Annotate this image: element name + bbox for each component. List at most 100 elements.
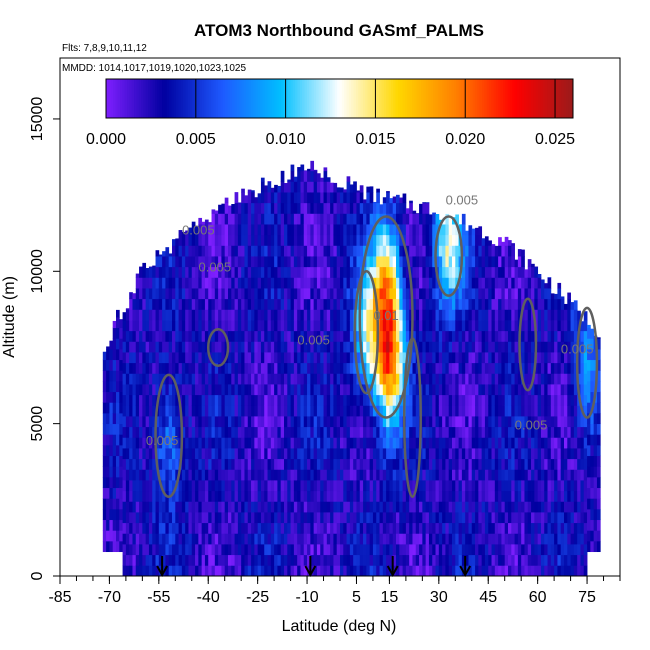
heatmap-cell [313, 330, 318, 342]
heatmap-cell [511, 501, 515, 513]
heatmap-cell [471, 554, 476, 566]
heatmap-cell [214, 213, 219, 225]
heatmap-cell [257, 352, 262, 364]
heatmap-cell [142, 480, 147, 492]
heatmap-cell [152, 341, 156, 353]
heatmap-cell [465, 458, 469, 470]
heatmap-cell [369, 522, 374, 534]
heatmap-cell [386, 405, 390, 417]
heatmap-cell [254, 501, 259, 513]
heatmap-cell [521, 426, 525, 438]
heatmap-cell [218, 565, 222, 577]
heatmap-cell [438, 437, 443, 449]
heatmap-cell [353, 394, 357, 406]
heatmap-cell [402, 490, 407, 502]
heatmap-cell [125, 533, 130, 545]
heatmap-cell [471, 309, 476, 321]
heatmap-cell [570, 362, 575, 374]
heatmap-cell [185, 416, 189, 428]
heatmap-cell [251, 298, 255, 310]
heatmap-cell [435, 309, 440, 321]
heatmap-cell [534, 266, 539, 278]
heatmap-cell [349, 405, 354, 417]
heatmap-cell [438, 533, 443, 545]
heatmap-cell [125, 554, 130, 566]
heatmap-cell [508, 266, 512, 278]
heatmap-cell [323, 448, 328, 460]
heatmap-cell [201, 384, 206, 396]
heatmap-cell [247, 384, 252, 396]
heatmap-cell [353, 448, 357, 460]
heatmap-cell [415, 213, 420, 225]
heatmap-cell [162, 405, 166, 417]
heatmap-cell [237, 458, 242, 470]
heatmap-cell [468, 309, 473, 321]
heatmap-cell [577, 554, 581, 566]
heatmap-cell [386, 469, 390, 481]
heatmap-cell [119, 402, 123, 414]
heatmap-cell [244, 288, 249, 300]
heatmap-cell [165, 341, 170, 353]
heatmap-cell [297, 501, 301, 513]
heatmap-cell [195, 330, 199, 342]
heatmap-cell [326, 416, 331, 428]
heatmap-cell [425, 490, 430, 502]
heatmap-cell [191, 234, 196, 246]
heatmap-cell [382, 320, 387, 332]
heatmap-cell [277, 394, 282, 406]
heatmap-cell [313, 480, 318, 492]
heatmap-cell [422, 384, 427, 396]
heatmap-cell [386, 320, 390, 332]
heatmap-cell [405, 309, 410, 321]
heatmap-cell [465, 298, 469, 310]
heatmap-cell [587, 338, 591, 350]
heatmap-cell [587, 348, 591, 361]
heatmap-cell [158, 512, 163, 524]
heatmap-cell [382, 266, 387, 278]
heatmap-cell [241, 469, 245, 481]
heatmap-cell [340, 224, 344, 236]
heatmap-cell [468, 522, 473, 534]
heatmap-cell [415, 213, 420, 214]
heatmap-cell [185, 394, 189, 406]
heatmap-cell [122, 458, 127, 470]
heatmap-cell [330, 234, 334, 246]
heatmap-cell [106, 444, 110, 457]
heatmap-cell [366, 186, 371, 193]
heatmap-cell [290, 512, 295, 524]
heatmap-cell [554, 384, 558, 396]
heatmap-cell [297, 512, 301, 524]
heatmap-cell [412, 341, 417, 353]
heatmap-cell [547, 554, 552, 566]
heatmap-cell [346, 352, 351, 364]
heatmap-cell [102, 370, 107, 382]
heatmap-cell [484, 362, 489, 374]
heatmap-cell [244, 533, 249, 545]
heatmap-cell [534, 565, 539, 577]
heatmap-cell [580, 522, 585, 534]
heatmap-cell [557, 352, 562, 364]
heatmap-cell [188, 320, 193, 332]
heatmap-cell [139, 405, 143, 417]
heatmap-cell [580, 437, 585, 449]
heatmap-cell [554, 394, 558, 406]
heatmap-cell [363, 565, 367, 577]
heatmap-cell [353, 490, 357, 502]
heatmap-cell [310, 416, 315, 428]
heatmap-cell [340, 426, 344, 438]
heatmap-cell [396, 266, 400, 278]
heatmap-cell [428, 469, 433, 481]
heatmap-cell [280, 565, 285, 577]
heatmap-cell [465, 480, 469, 492]
heatmap-cell [455, 341, 459, 353]
heatmap-cell [287, 224, 291, 236]
heatmap-cell [208, 266, 212, 278]
heatmap-cell [481, 437, 486, 449]
heatmap-cell [168, 288, 173, 300]
heatmap-cell [303, 224, 308, 236]
heatmap-cell [508, 469, 512, 481]
heatmap-cell [228, 426, 232, 438]
heatmap-cell [363, 320, 367, 332]
heatmap-cell [346, 288, 351, 300]
